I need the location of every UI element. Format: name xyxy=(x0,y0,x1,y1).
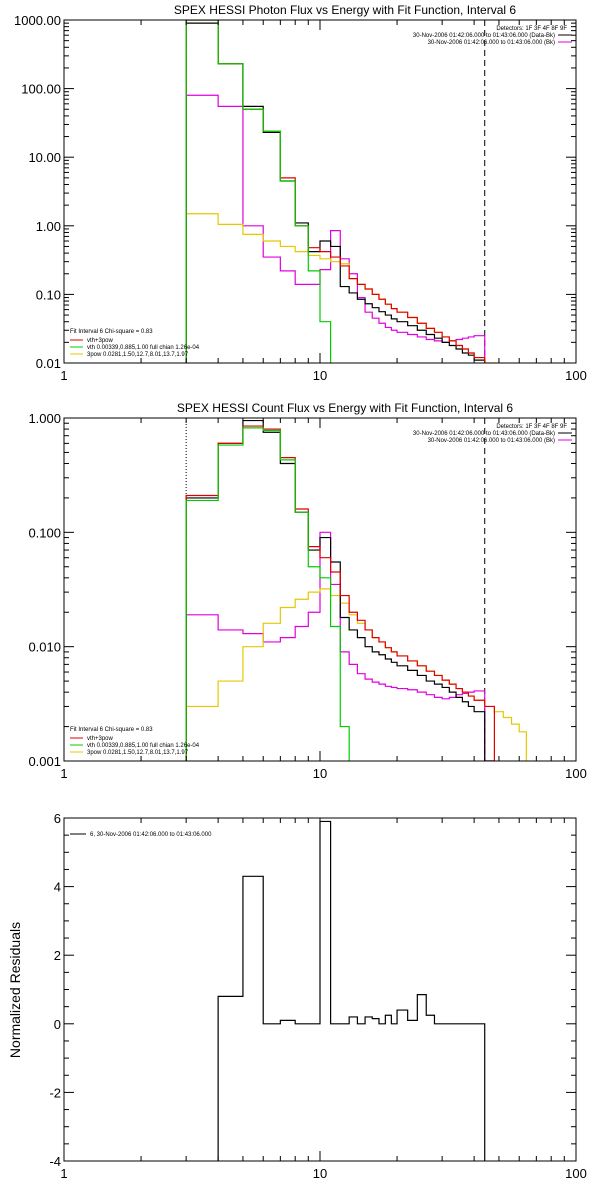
series-6-30-nov-2006-01-42-06-000-to-01-43-06-000 xyxy=(217,820,486,1161)
detectors-label: Detectors: 1F 3F 4F 8F 9F xyxy=(496,424,567,430)
legend-data-bk-label: 30-Nov-2006 01:42:06.000 to 01:43:06.000… xyxy=(413,33,555,39)
legend-vth-label: vth 0.00339,0.885,1.00 full chian 1.26e-… xyxy=(87,345,200,351)
legend-3pow-label: 3pow 0.0281,1.50,12.7,8.01,13.7,1.97 xyxy=(87,352,189,358)
y-tick-label: 4 xyxy=(54,880,61,895)
series-vth-3pow xyxy=(185,20,486,363)
x-tick-label: 1 xyxy=(60,368,67,383)
photon-flux-panel: SPEX HESSI Photon Flux vs Energy with Fi… xyxy=(14,3,587,383)
x-tick-label: 100 xyxy=(565,1166,587,1181)
x-tick-label: 10 xyxy=(313,368,327,383)
y-tick-label: 0.010 xyxy=(28,640,61,655)
residuals-y-axis-label: Normalized Residuals xyxy=(7,922,23,1058)
count-flux-panel: SPEX HESSI Count Flux vs Energy with Fit… xyxy=(28,401,586,781)
count-flux-legend-top: Detectors: 1F 3F 4F 8F 9F 30-Nov-2006 01… xyxy=(413,424,572,444)
photon-flux-axes: 1 10 100 0.01 0.10 1.00 10.00 100.00 1000.00 xyxy=(14,13,587,383)
y-tick-label: 0 xyxy=(54,1017,61,1032)
series-data-bk xyxy=(185,22,486,363)
legend-3pow-label: 3pow 0.0281,1.50,12.7,8.01,13.7,1.97 xyxy=(87,750,189,756)
detectors-label: Detectors: 1F 3F 4F 8F 9F xyxy=(496,26,567,32)
series-vth-3pow xyxy=(185,425,495,761)
y-tick-label: 2 xyxy=(54,948,61,963)
count-flux-title: SPEX HESSI Count Flux vs Energy with Fit… xyxy=(177,401,513,415)
residuals-legend-label: 6, 30-Nov-2006 01:42:06.000 to 01:43:06.… xyxy=(90,832,212,838)
x-tick-label: 10 xyxy=(313,1166,327,1181)
count-flux-axes: 1 10 100 0.001 0.010 0.100 1.000 xyxy=(28,411,586,781)
y-tick-label: 1.00 xyxy=(36,219,61,234)
y-tick-label: 0.100 xyxy=(28,525,61,540)
legend-data-bk-label: 30-Nov-2006 01:42:06.000 to 01:43:06.000… xyxy=(413,431,555,437)
x-tick-label: 100 xyxy=(565,766,587,781)
legend-vth-label: vth 0.00339,0.885,1.00 full chian 1.26e-… xyxy=(87,743,200,749)
y-tick-label: 0.01 xyxy=(36,356,61,371)
residuals-panel: 1 10 100 -4 -2 0 2 4 6 Normalized Residuals 6, 3… xyxy=(7,811,587,1181)
residuals-plot-area xyxy=(217,820,486,1161)
y-tick-label: 0.10 xyxy=(36,287,61,302)
legend-vth-3pow-label: vth+3pow xyxy=(87,338,114,344)
y-tick-label: 100.00 xyxy=(21,82,61,97)
series-bk xyxy=(185,94,486,363)
x-tick-label: 1 xyxy=(60,766,67,781)
photon-flux-legend-bottom: Fit Interval 6 Chi-square = 0.83 vth+3po… xyxy=(70,329,200,358)
series-data-bk xyxy=(185,419,495,761)
fit-interval-label: Fit Interval 6 Chi-square = 0.83 xyxy=(70,727,153,733)
x-tick-label: 10 xyxy=(313,766,327,781)
series-bk xyxy=(185,531,495,761)
y-tick-label: 1.000 xyxy=(28,411,61,426)
photon-flux-title: SPEX HESSI Photon Flux vs Energy with Fi… xyxy=(174,3,516,17)
series-vth xyxy=(185,20,332,363)
photon-flux-legend-top: Detectors: 1F 3F 4F 8F 9F 30-Nov-2006 01… xyxy=(413,26,572,46)
count-flux-legend-bottom: Fit Interval 6 Chi-square = 0.83 vth+3po… xyxy=(70,727,200,756)
x-tick-label: 100 xyxy=(565,368,587,383)
residuals-axes: 1 10 100 -4 -2 0 2 4 6 xyxy=(49,811,586,1181)
legend-vth-3pow-label: vth+3pow xyxy=(87,736,114,742)
count-flux-plot-area xyxy=(185,418,527,761)
legend-bk-label: 30-Nov-2006 01:42:06.000 to 01:43:06.000… xyxy=(428,438,555,444)
y-tick-label: -4 xyxy=(49,1154,61,1169)
fit-interval-label: Fit Interval 6 Chi-square = 0.83 xyxy=(70,329,153,335)
legend-bk-label: 30-Nov-2006 01:42:06.000 to 01:43:06.000… xyxy=(428,40,555,46)
series-vth xyxy=(185,427,350,761)
y-tick-label: 0.001 xyxy=(28,754,61,769)
y-tick-label: -2 xyxy=(49,1085,61,1100)
y-tick-label: 1000.00 xyxy=(14,13,61,28)
y-tick-label: 6 xyxy=(54,811,61,826)
x-tick-label: 1 xyxy=(60,1166,67,1181)
photon-flux-plot-area xyxy=(185,20,495,363)
residuals-legend: 6, 30-Nov-2006 01:42:06.000 to 01:43:06.… xyxy=(70,832,212,838)
y-tick-label: 10.00 xyxy=(28,150,61,165)
series-3pow xyxy=(185,213,495,363)
